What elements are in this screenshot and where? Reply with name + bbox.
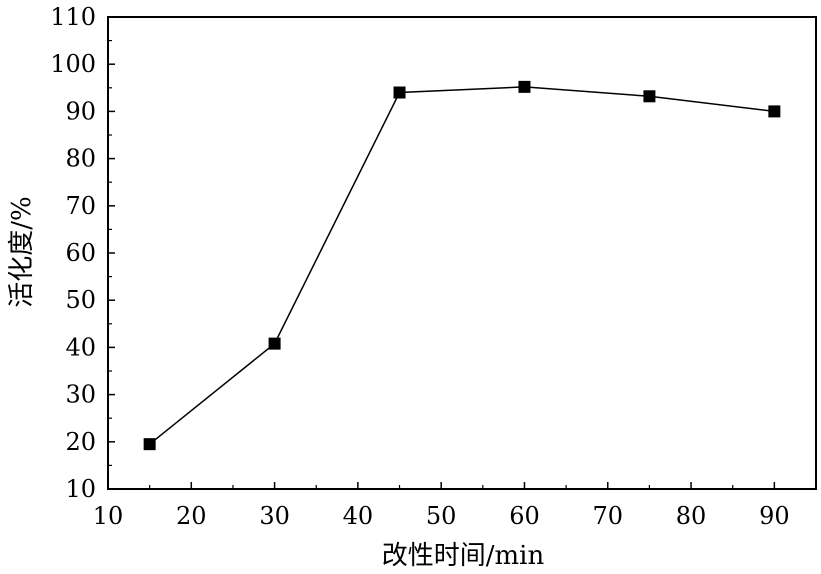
x-tick-label: 60 — [509, 502, 540, 530]
y-tick-label: 20 — [65, 428, 96, 456]
x-tick-label: 90 — [759, 502, 790, 530]
data-point-marker — [268, 337, 281, 350]
data-point-marker — [643, 90, 656, 103]
y-tick-label: 10 — [65, 475, 96, 503]
data-point-marker — [768, 105, 781, 118]
data-point-marker — [393, 86, 406, 99]
x-tick-label: 40 — [343, 502, 374, 530]
data-point-marker — [518, 80, 531, 93]
y-tick-label: 110 — [50, 3, 96, 31]
y-tick-label: 40 — [65, 333, 96, 361]
x-tick-label: 20 — [176, 502, 207, 530]
series-line — [149, 86, 775, 445]
y-tick-label: 30 — [65, 381, 96, 409]
y-tick-label: 60 — [65, 239, 96, 267]
y-axis-title: 活化度/% — [7, 196, 37, 307]
x-tick-label: 50 — [426, 502, 457, 530]
y-tick-label: 100 — [50, 50, 96, 78]
x-tick-label: 70 — [592, 502, 623, 530]
x-tick-label: 10 — [93, 502, 124, 530]
x-tick-label: 80 — [676, 502, 707, 530]
y-tick-label: 70 — [65, 192, 96, 220]
y-tick-label: 50 — [65, 286, 96, 314]
y-tick-label: 90 — [65, 97, 96, 125]
x-axis-title: 改性时间/min — [382, 541, 545, 571]
data-point-marker — [143, 438, 156, 451]
plot-frame — [107, 16, 817, 490]
y-tick-label: 80 — [65, 145, 96, 173]
x-tick-label: 30 — [259, 502, 290, 530]
